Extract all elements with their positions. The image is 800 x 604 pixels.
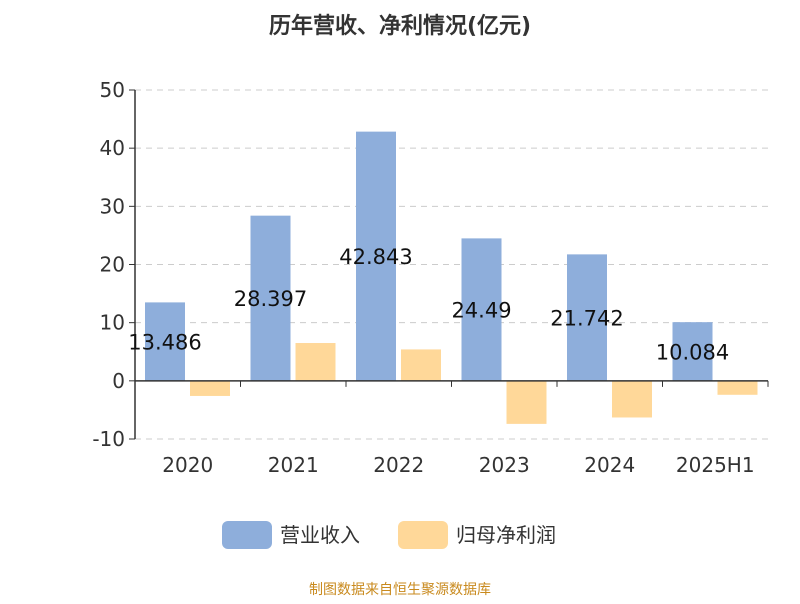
x-tick-label: 2020: [162, 453, 213, 477]
data-label: 24.49: [451, 299, 511, 323]
data-label: 42.843: [339, 245, 412, 269]
y-tick-label: 50: [100, 78, 125, 102]
y-tick-label: -10: [92, 427, 125, 451]
bar-revenue: [250, 215, 291, 381]
y-tick-label: 10: [100, 311, 125, 335]
bar-revenue: [567, 254, 607, 381]
bar-net-profit: [717, 380, 758, 395]
x-tick-label: 2024: [584, 453, 635, 477]
bar-net-profit: [612, 380, 652, 418]
legend-swatch: [398, 521, 448, 549]
legend-label: 归母净利润: [456, 523, 556, 547]
legend-label: 营业收入: [280, 523, 360, 547]
y-tick-label: 0: [112, 369, 125, 393]
y-tick-label: 30: [100, 194, 125, 218]
x-tick-label: 2025H1: [676, 453, 755, 477]
data-label: 13.486: [128, 331, 201, 355]
source-note: 制图数据来自恒生聚源数据库: [309, 582, 491, 598]
bar-revenue: [356, 131, 396, 381]
bar-revenue: [145, 302, 185, 381]
bar-net-profit: [506, 380, 547, 424]
bar-net-profit: [401, 349, 441, 381]
legend-swatch: [222, 521, 272, 549]
data-label: 21.742: [550, 307, 623, 331]
bar-revenue: [461, 238, 502, 381]
y-tick-label: 20: [100, 253, 125, 277]
data-label: 10.084: [656, 341, 729, 365]
bar-net-profit: [190, 380, 230, 396]
x-tick-label: 2022: [373, 453, 424, 477]
chart-title: 历年营收、净利情况(亿元): [269, 13, 531, 39]
bar-revenue: [672, 322, 713, 381]
x-tick-label: 2021: [268, 453, 319, 477]
x-tick-label: 2023: [479, 453, 530, 477]
data-label: 28.397: [234, 287, 307, 311]
y-tick-label: 40: [100, 136, 125, 160]
bar-net-profit: [295, 343, 336, 381]
